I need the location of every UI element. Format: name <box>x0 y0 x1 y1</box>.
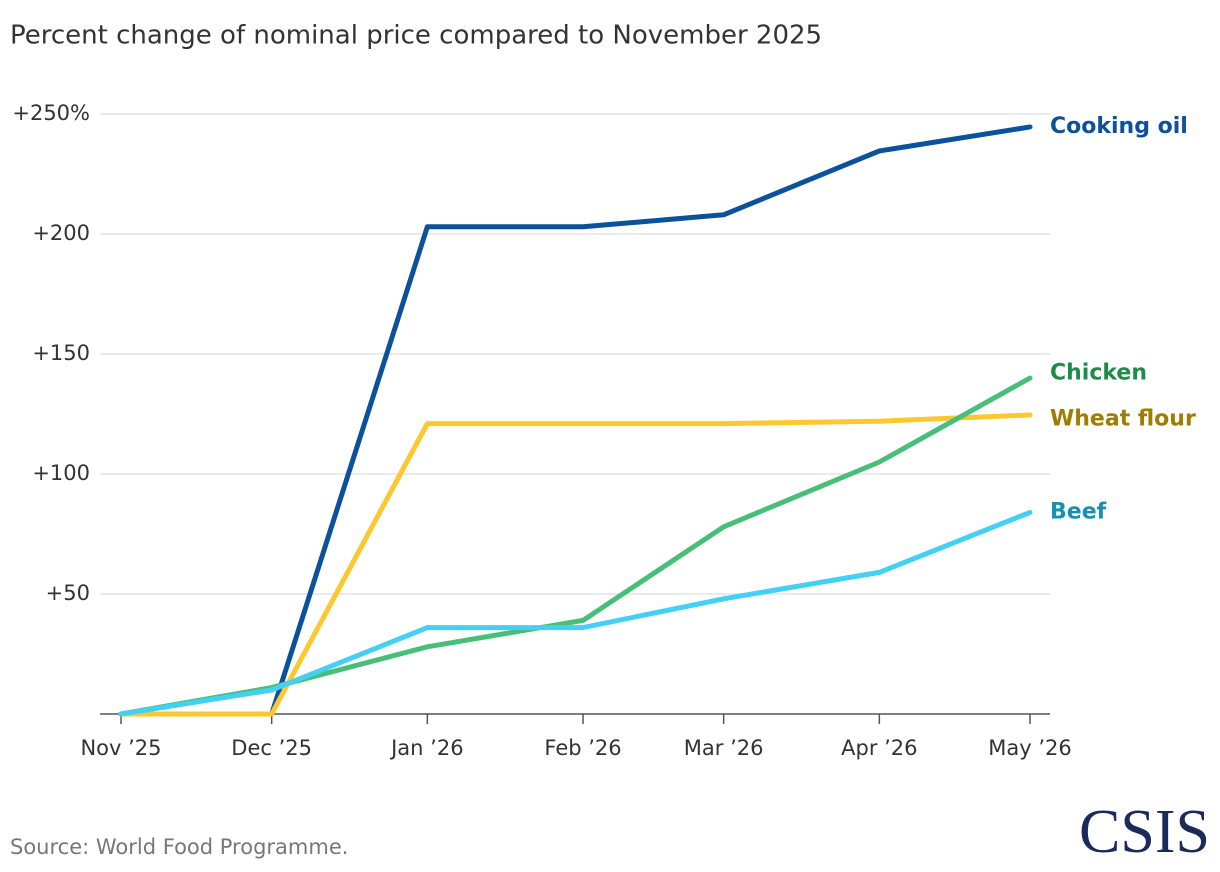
y-tick-label: +150 <box>32 341 90 365</box>
x-tick-label: Nov ’25 <box>80 736 161 760</box>
chart-title: Percent change of nominal price compared… <box>10 21 822 51</box>
source-note: Source: World Food Programme. <box>10 835 348 859</box>
x-tick-label: May ’26 <box>988 736 1072 760</box>
x-tick-label: Dec ’25 <box>231 736 312 760</box>
logo: CSIS <box>1079 798 1210 866</box>
x-tick-label: Jan ’26 <box>389 736 463 760</box>
series-line <box>118 509 1033 717</box>
y-tick-label: +200 <box>32 221 90 245</box>
y-tick-label: +100 <box>32 461 90 485</box>
series-line <box>118 412 1033 717</box>
series-line <box>118 375 1033 717</box>
x-tick-label: Apr ’26 <box>841 736 917 760</box>
legend-label: Cooking oil <box>1050 114 1188 139</box>
legend-label: Beef <box>1050 499 1107 524</box>
y-tick-label: +250% <box>12 101 90 125</box>
legend-label: Wheat flour <box>1050 406 1196 431</box>
legend-label: Chicken <box>1050 360 1147 385</box>
y-tick-label: +50 <box>46 581 90 605</box>
x-tick-label: Feb ’26 <box>544 736 621 760</box>
x-tick-label: Mar ’26 <box>684 736 764 760</box>
